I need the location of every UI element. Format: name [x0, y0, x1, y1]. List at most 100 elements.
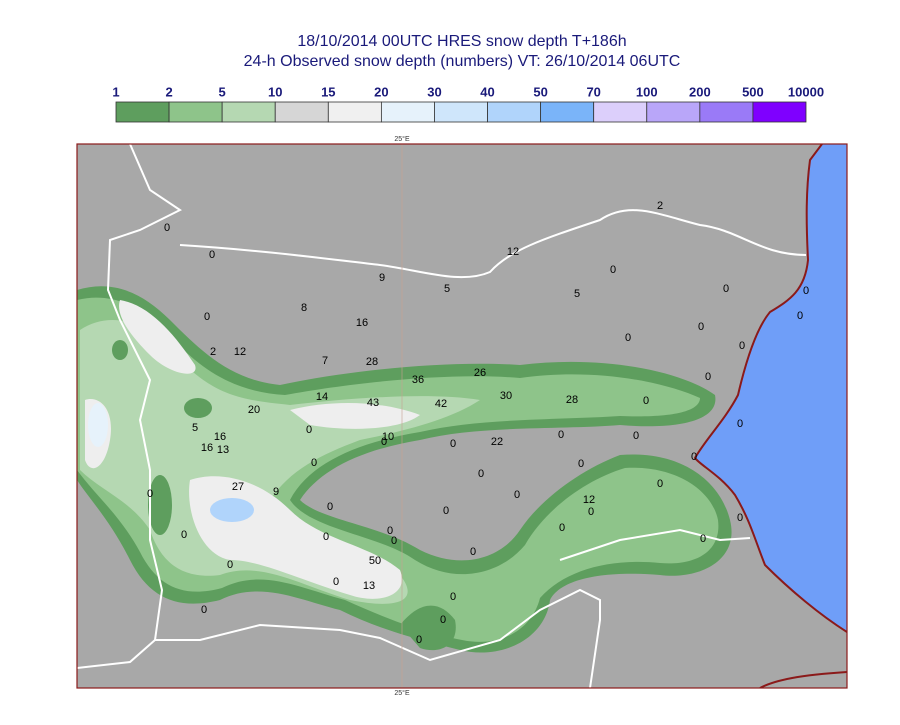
- observation: 0: [739, 340, 745, 352]
- observation: 13: [217, 444, 229, 456]
- observation: 30: [500, 390, 512, 402]
- legend-swatch: [646, 101, 701, 123]
- observation: 16: [356, 317, 368, 329]
- meridian-label: 25°E: [394, 135, 410, 143]
- legend-label: 5: [219, 84, 226, 99]
- observation: 13: [363, 580, 375, 592]
- observation: 26: [474, 367, 486, 379]
- legend-swatch: [752, 101, 807, 123]
- sea: [695, 144, 847, 632]
- map-frame: [76, 143, 848, 689]
- observation: 0: [443, 505, 449, 517]
- snow-dark-patch: [112, 340, 128, 360]
- border: [179, 209, 807, 279]
- observation: 0: [691, 451, 697, 463]
- observation: 16: [214, 431, 226, 443]
- observation: 0: [633, 430, 639, 442]
- observation: 0: [311, 457, 317, 469]
- snow-dark-patch: [148, 475, 172, 535]
- legend-swatch: [487, 101, 542, 123]
- observation: 8: [301, 302, 307, 314]
- observation: 5: [444, 283, 450, 295]
- observation: 0: [381, 436, 387, 448]
- meridian-label: 25°E: [394, 689, 410, 697]
- border: [559, 528, 751, 561]
- observation: 9: [273, 486, 279, 498]
- legend-swatch: [115, 101, 170, 123]
- legend-swatch: [593, 101, 648, 123]
- legend-label: 10000: [788, 84, 824, 99]
- observation: 7: [322, 355, 328, 367]
- observation: 0: [578, 458, 584, 470]
- observation: 12: [507, 246, 519, 258]
- observation: 0: [705, 371, 711, 383]
- observation: 5: [192, 422, 198, 434]
- legend-label: 2: [165, 84, 172, 99]
- legend-swatch: [221, 101, 276, 123]
- observation: 36: [412, 374, 424, 386]
- legend-label: 20: [374, 84, 388, 99]
- observation: 28: [566, 394, 578, 406]
- observation: 5: [574, 288, 580, 300]
- observation: 0: [470, 546, 476, 558]
- observation: 0: [450, 438, 456, 450]
- snow-grey-white: [85, 300, 420, 599]
- snow-blue-patch: [210, 498, 254, 522]
- legend-swatch: [327, 101, 382, 123]
- observation: 0: [559, 522, 565, 534]
- observation: 0: [440, 614, 446, 626]
- observation: 0: [450, 591, 456, 603]
- observation: 42: [435, 398, 447, 410]
- legend-swatch: [274, 101, 329, 123]
- observation: 20: [248, 404, 260, 416]
- legend-label: 70: [586, 84, 600, 99]
- observation: 0: [723, 283, 729, 295]
- observation: 0: [147, 488, 153, 500]
- observation: 0: [698, 321, 704, 333]
- coastline: [693, 144, 847, 688]
- observation: 0: [625, 332, 631, 344]
- observation: 2: [657, 200, 663, 212]
- legend-swatch: [380, 101, 435, 123]
- observation: 16: [201, 442, 213, 454]
- observation: 0: [333, 576, 339, 588]
- observation: 43: [367, 397, 379, 409]
- legend-swatch: [434, 101, 488, 123]
- observation: 0: [204, 311, 210, 323]
- observation: 0: [558, 429, 564, 441]
- observation: 0: [227, 559, 233, 571]
- observation: 0: [181, 529, 187, 541]
- observation: 22: [491, 436, 503, 448]
- observation: 0: [327, 501, 333, 513]
- legend-swatch: [699, 101, 754, 123]
- observation: 0: [643, 395, 649, 407]
- observation: 12: [583, 494, 595, 506]
- title-line-2: 24-h Observed snow depth (numbers) VT: 2…: [244, 53, 681, 70]
- title-line-1: 18/10/2014 00UTC HRES snow depth T+186h: [297, 33, 626, 50]
- observation: 0: [478, 468, 484, 480]
- observation: 0: [209, 249, 215, 261]
- observation: 10: [382, 431, 394, 443]
- observation: 0: [803, 285, 809, 297]
- legend-label: 15: [321, 84, 335, 99]
- legend: 1 2 5 10 15 20 30 40 50 70 100 200 500 10000: [112, 84, 824, 123]
- observation: 0: [164, 222, 170, 234]
- legend-label: 1: [112, 84, 119, 99]
- border: [77, 144, 182, 669]
- observation: 0: [737, 418, 743, 430]
- legend-label: 500: [742, 84, 764, 99]
- observation: 2: [210, 346, 216, 358]
- legend-label: 200: [689, 84, 711, 99]
- legend-label: 100: [636, 84, 658, 99]
- snow-blue-patch: [88, 403, 108, 447]
- legend-label: 40: [480, 84, 494, 99]
- observation: 0: [588, 506, 594, 518]
- snow-light-green: [80, 320, 480, 604]
- observation: 0: [797, 310, 803, 322]
- observation: 12: [234, 346, 246, 358]
- legend-label: 10: [268, 84, 282, 99]
- observation: 0: [387, 525, 393, 537]
- map: [77, 144, 847, 688]
- observation: 0: [201, 604, 207, 616]
